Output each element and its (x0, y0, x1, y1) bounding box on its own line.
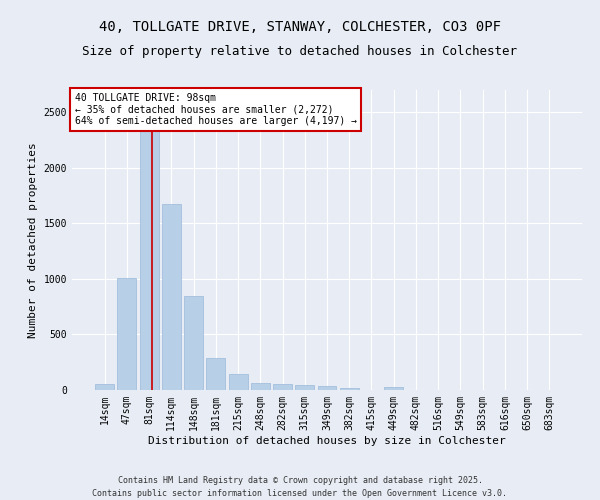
Bar (118, 278, 136, 390)
Bar (340, 388, 359, 390)
Y-axis label: Number of detached properties: Number of detached properties (28, 142, 38, 338)
Text: 40 TOLLGATE DRIVE: 98sqm
← 35% of detached houses are smaller (2,272)
64% of sem: 40 TOLLGATE DRIVE: 98sqm ← 35% of detach… (74, 93, 356, 126)
Bar (206, 358, 225, 390)
Bar (162, 204, 181, 390)
Bar (184, 296, 203, 390)
Bar (140, 114, 158, 390)
Bar (251, 383, 270, 390)
Bar (295, 386, 314, 390)
X-axis label: Distribution of detached houses by size in Colchester: Distribution of detached houses by size … (148, 436, 506, 446)
Bar (384, 387, 403, 390)
Bar (273, 384, 292, 390)
Bar (317, 386, 337, 390)
Text: 40, TOLLGATE DRIVE, STANWAY, COLCHESTER, CO3 0PF: 40, TOLLGATE DRIVE, STANWAY, COLCHESTER,… (99, 20, 501, 34)
Text: Contains HM Land Registry data © Crown copyright and database right 2025.
Contai: Contains HM Land Registry data © Crown c… (92, 476, 508, 498)
Bar (229, 374, 248, 390)
Bar (95, 384, 114, 390)
Text: Size of property relative to detached houses in Colchester: Size of property relative to detached ho… (83, 45, 517, 58)
